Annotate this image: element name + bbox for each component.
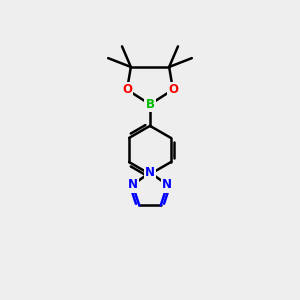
Text: N: N — [145, 166, 155, 179]
Text: N: N — [128, 178, 138, 191]
Text: N: N — [162, 178, 172, 191]
Text: O: O — [168, 83, 178, 96]
Text: O: O — [122, 83, 132, 96]
Text: B: B — [146, 98, 154, 111]
